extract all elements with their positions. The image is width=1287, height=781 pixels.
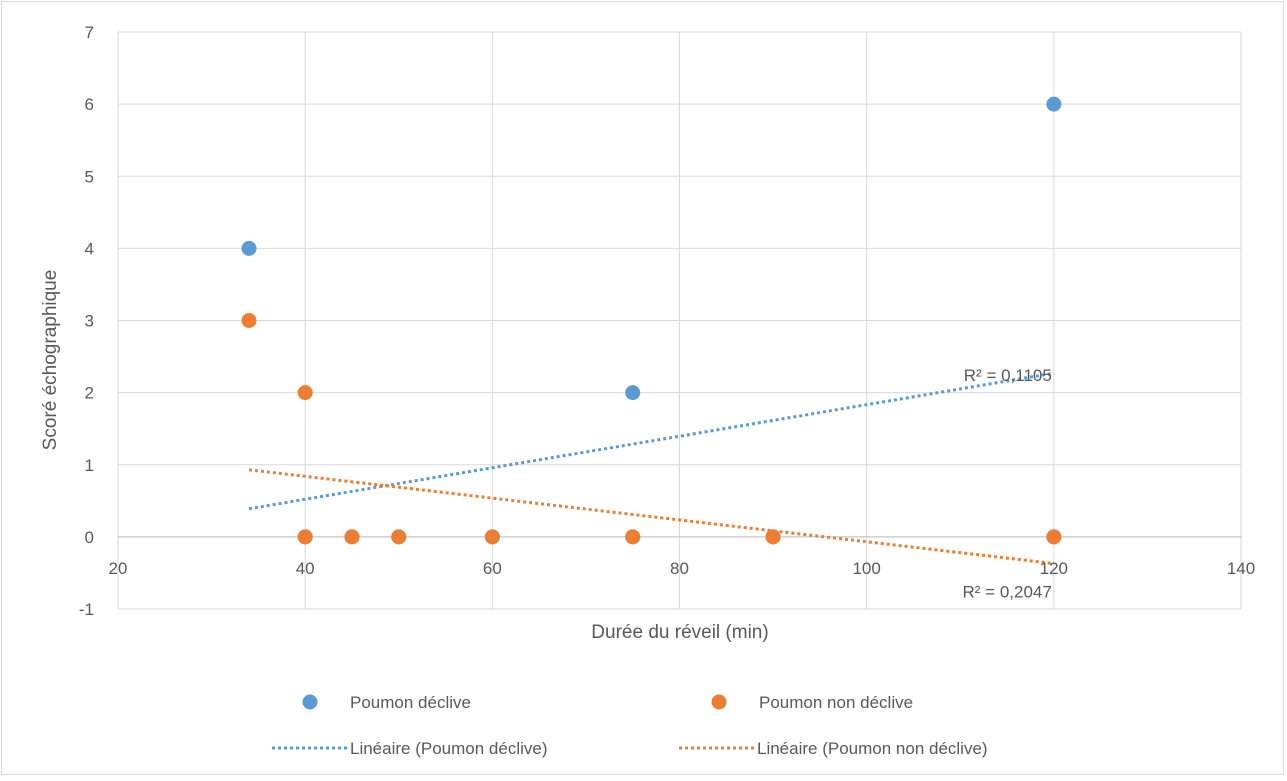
legend-label-series-1: Poumon déclive bbox=[350, 693, 471, 712]
data-point-series-2 bbox=[241, 313, 257, 328]
data-point-series-2 bbox=[765, 529, 781, 545]
data-point-series-2 bbox=[1046, 529, 1062, 545]
x-tick-label: 80 bbox=[670, 559, 689, 578]
r-squared-label-1: R² = 0,1105 bbox=[964, 366, 1052, 385]
y-tick-label: 7 bbox=[85, 23, 94, 42]
legend-marker-series-2 bbox=[711, 694, 727, 710]
x-tick-label: 100 bbox=[852, 559, 880, 578]
data-point-series-2 bbox=[297, 529, 313, 545]
y-tick-label: 1 bbox=[85, 456, 94, 475]
trendline-2 bbox=[248, 468, 1055, 566]
x-tick-label: 140 bbox=[1227, 559, 1255, 578]
data-point-series-2 bbox=[297, 385, 313, 401]
data-point-series-2 bbox=[391, 529, 407, 545]
y-tick-label: 5 bbox=[85, 167, 94, 186]
y-tick-label: 0 bbox=[85, 528, 94, 547]
r-squared-label-2: R² = 0,2047 bbox=[963, 583, 1052, 602]
data-point-series-1 bbox=[1046, 96, 1062, 112]
x-tick-label: 40 bbox=[296, 559, 315, 578]
y-tick-label: 3 bbox=[85, 312, 94, 331]
x-tick-label: 20 bbox=[109, 559, 128, 578]
data-point-series-2 bbox=[344, 529, 360, 545]
x-axis-title: Durée du réveil (min) bbox=[591, 622, 768, 643]
data-point-series-2 bbox=[484, 529, 500, 545]
y-tick-label: 4 bbox=[85, 239, 94, 258]
y-tick-label: -1 bbox=[79, 600, 94, 619]
data-point-series-1 bbox=[625, 385, 641, 401]
trendline-1 bbox=[248, 371, 1055, 511]
y-axis-title: Scoré échographique bbox=[40, 270, 61, 451]
y-tick-label: 6 bbox=[85, 95, 94, 114]
y-tick-label: 2 bbox=[85, 384, 94, 403]
data-point-series-1 bbox=[241, 240, 257, 256]
data-point-series-2 bbox=[625, 529, 641, 545]
legend-label-trendline-1: Linéaire (Poumon déclive) bbox=[350, 739, 548, 758]
x-tick-label: 60 bbox=[483, 559, 502, 578]
legend-label-trendline-2: Linéaire (Poumon non déclive) bbox=[757, 739, 988, 758]
x-tick-label: 120 bbox=[1040, 559, 1068, 578]
legend-label-series-2: Poumon non déclive bbox=[759, 693, 913, 712]
legend-marker-series-1 bbox=[302, 694, 318, 710]
